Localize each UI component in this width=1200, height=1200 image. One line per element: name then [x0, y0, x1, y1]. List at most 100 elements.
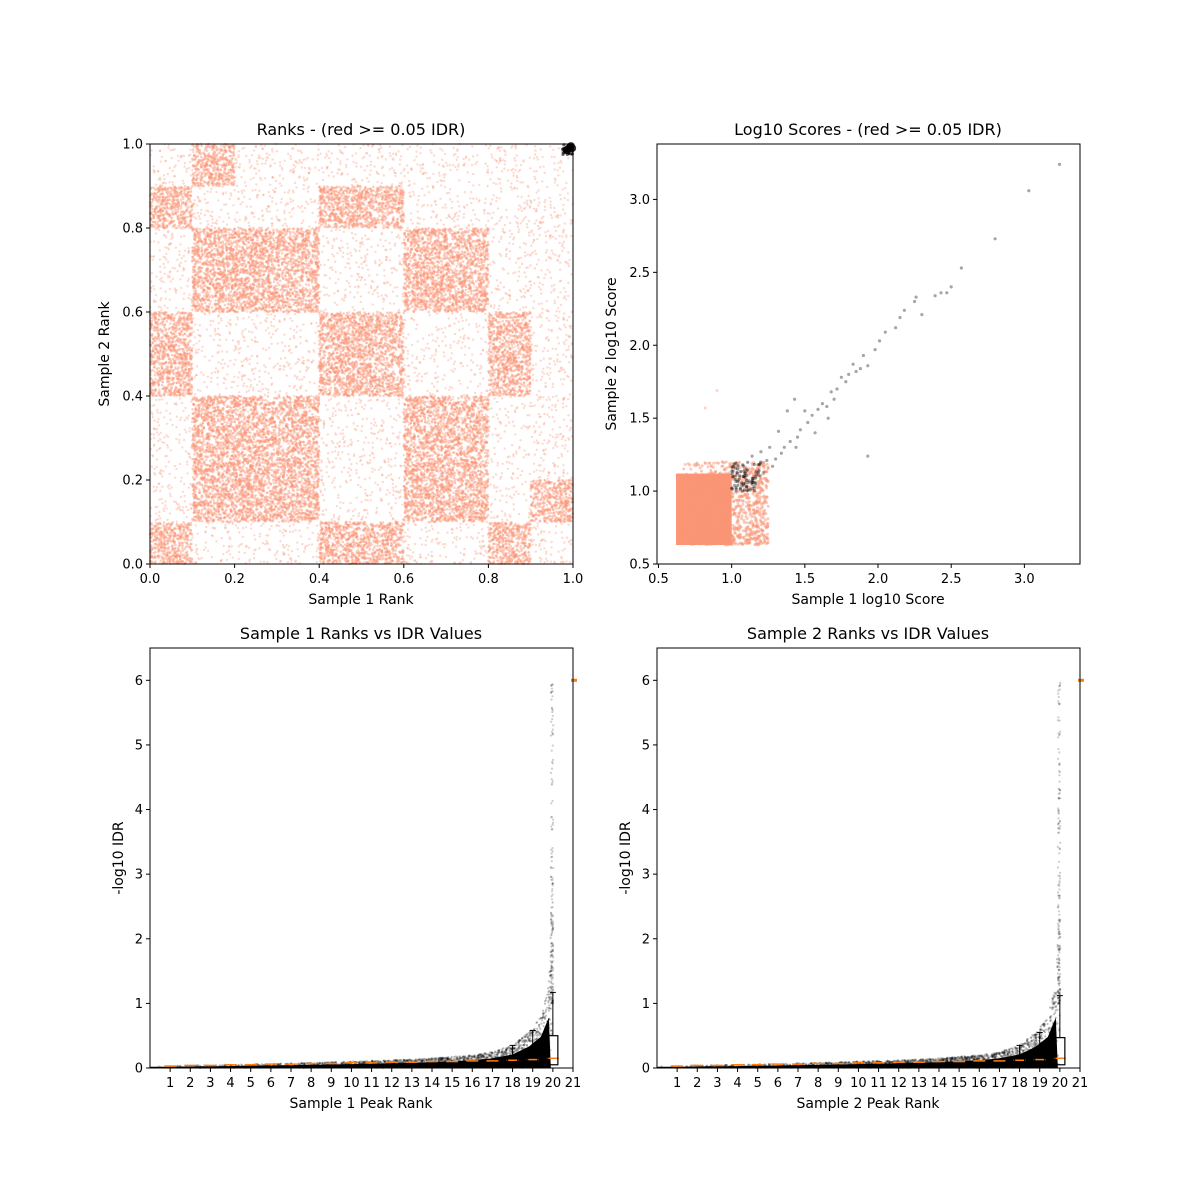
rank-point — [182, 180, 184, 182]
rank-point — [178, 250, 180, 252]
rank-point — [183, 495, 185, 497]
rank-point — [388, 408, 390, 410]
rank-point — [395, 485, 397, 487]
rank-point — [230, 194, 232, 196]
rank-point — [515, 453, 517, 455]
rank-point — [489, 483, 491, 485]
rank-point — [358, 512, 360, 514]
rank-point — [351, 155, 353, 157]
rank-point — [561, 537, 563, 539]
rank-point — [530, 245, 532, 247]
rank-point — [565, 291, 567, 293]
rank-point — [409, 195, 411, 197]
rank-point — [159, 490, 161, 492]
rank-point — [184, 500, 186, 502]
rank-point — [201, 350, 203, 352]
rank-point — [479, 545, 481, 547]
rank-point — [259, 533, 261, 535]
rank-point — [279, 530, 281, 532]
rank-point — [437, 532, 439, 534]
rank-point — [561, 235, 563, 237]
rank-point — [341, 429, 343, 431]
rank-point — [359, 456, 361, 458]
rank-point — [549, 378, 551, 380]
rank-point — [303, 177, 305, 179]
rank-point — [346, 253, 348, 255]
rank-point — [326, 293, 328, 295]
rank-point — [448, 389, 450, 391]
rank-point — [372, 446, 374, 448]
rank-point — [182, 410, 184, 412]
rank-point — [565, 236, 567, 238]
rank-point — [217, 199, 219, 201]
rank-point — [513, 425, 515, 427]
rank-point — [423, 358, 425, 360]
rank-point — [289, 367, 291, 369]
rank-point — [389, 146, 391, 148]
rank-point — [570, 419, 572, 421]
rank-point — [426, 390, 428, 392]
rank-point — [237, 385, 239, 387]
rank-point — [224, 527, 226, 529]
rank-point — [551, 329, 553, 331]
rank-point — [375, 425, 377, 427]
rank-point — [242, 317, 244, 319]
rank-point — [305, 158, 307, 160]
rank-point — [552, 383, 554, 385]
rank-point — [391, 506, 393, 508]
rank-point — [290, 201, 292, 203]
rank-point — [429, 357, 431, 359]
rank-point — [252, 373, 254, 375]
rank-point — [323, 274, 325, 276]
rank-point — [385, 158, 387, 160]
rank-point — [444, 186, 446, 188]
rank-point — [428, 191, 430, 193]
rank-point — [370, 399, 372, 401]
rank-point — [477, 532, 479, 534]
rank-point — [174, 287, 176, 289]
rank-point — [354, 407, 356, 409]
rank-point — [371, 491, 373, 493]
rank-point — [367, 145, 369, 147]
rank-point — [373, 424, 375, 426]
rank-point — [349, 291, 351, 293]
rank-point — [364, 169, 366, 171]
rank-point — [425, 531, 427, 533]
rank-point — [537, 533, 539, 535]
rank-point — [474, 373, 476, 375]
rank-point — [239, 163, 241, 165]
rank-point — [392, 483, 394, 485]
rank-point — [347, 414, 349, 416]
rank-point — [370, 427, 372, 429]
rank-point — [321, 167, 323, 169]
rank-point — [559, 235, 561, 237]
rank-point — [312, 349, 314, 351]
rank-point — [491, 291, 493, 293]
rank-point — [355, 402, 357, 404]
rank-point — [526, 200, 528, 202]
rank-point — [529, 199, 531, 201]
rank-point — [183, 255, 185, 257]
rank-point — [477, 552, 479, 554]
rank-point — [294, 375, 296, 377]
rank-point — [443, 351, 445, 353]
rank-point — [323, 294, 325, 296]
rank-point — [192, 151, 194, 153]
rank-point — [537, 259, 539, 261]
rank-point — [204, 355, 206, 357]
rank-point — [339, 272, 341, 274]
rank-point — [492, 416, 494, 418]
rank-point — [516, 217, 518, 219]
rank-point — [425, 172, 427, 174]
rank-point — [162, 470, 164, 472]
rank-point — [514, 271, 516, 273]
rank-point — [562, 317, 564, 319]
rank-point — [533, 539, 535, 541]
rank-point — [523, 407, 525, 409]
rank-point — [386, 489, 388, 491]
rank-point — [264, 371, 266, 373]
rank-point — [555, 310, 557, 312]
rank-point — [499, 490, 501, 492]
rank-point — [297, 205, 299, 207]
rank-point — [403, 454, 405, 456]
